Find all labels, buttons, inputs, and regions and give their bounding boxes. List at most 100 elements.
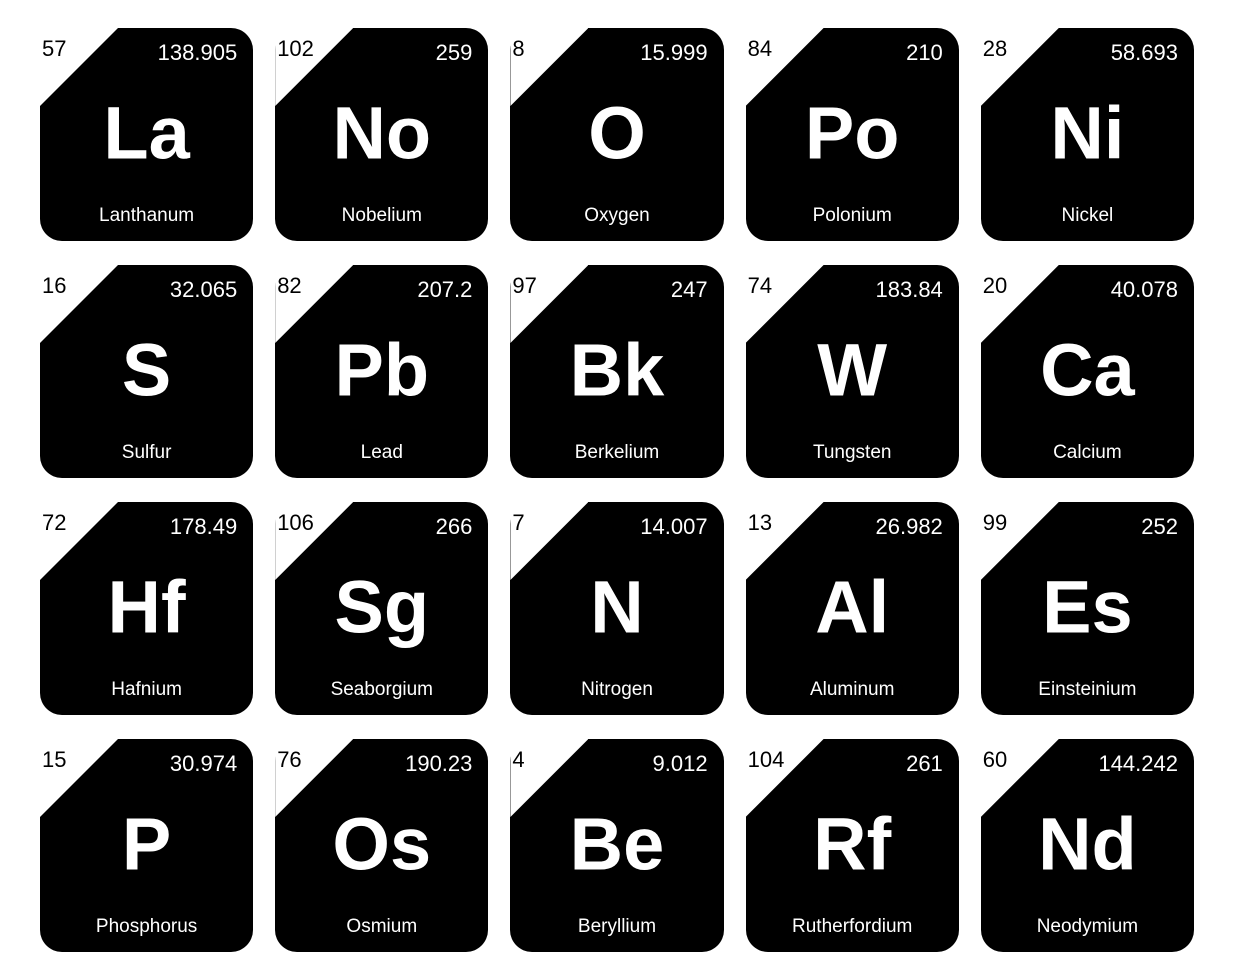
element-name: Polonium: [746, 205, 959, 227]
element-symbol: Be: [570, 807, 665, 881]
atomic-number: 4: [512, 747, 524, 773]
element-symbol: Os: [332, 807, 431, 881]
element-tile: 57 138.905 La Lanthanum: [40, 28, 253, 241]
element-name: Nitrogen: [510, 679, 723, 701]
element-name: Einsteinium: [981, 679, 1194, 701]
element-symbol: Hf: [108, 570, 186, 644]
element-symbol: Nd: [1038, 807, 1137, 881]
element-name: Tungsten: [746, 442, 959, 464]
atomic-mass: 207.2: [417, 277, 472, 303]
atomic-mass: 26.982: [876, 514, 943, 540]
element-name: Phosphorus: [40, 916, 253, 938]
atomic-number: 60: [983, 747, 1007, 773]
element-name: Oxygen: [510, 205, 723, 227]
atomic-number: 84: [748, 36, 772, 62]
element-name: Nickel: [981, 205, 1194, 227]
element-symbol: O: [588, 96, 646, 170]
atomic-number: 104: [748, 747, 785, 773]
element-tile: 16 32.065 S Sulfur: [40, 265, 253, 478]
element-name: Osmium: [275, 916, 488, 938]
element-name: Lanthanum: [40, 205, 253, 227]
element-grid: 57 138.905 La Lanthanum 102 259 No Nobelium 8 15.…: [40, 28, 1194, 952]
atomic-mass: 252: [1141, 514, 1178, 540]
element-tile: 97 247 Bk Berkelium: [510, 265, 723, 478]
element-name: Berkelium: [510, 442, 723, 464]
atomic-number: 7: [512, 510, 524, 536]
element-name: Nobelium: [275, 205, 488, 227]
element-tile: 28 58.693 Ni Nickel: [981, 28, 1194, 241]
element-tile: 7 14.007 N Nitrogen: [510, 502, 723, 715]
atomic-number: 82: [277, 273, 301, 299]
element-tile: 8 15.999 O Oxygen: [510, 28, 723, 241]
element-symbol: Es: [1042, 570, 1133, 644]
element-symbol: Ca: [1040, 333, 1135, 407]
element-tile: 82 207.2 Pb Lead: [275, 265, 488, 478]
atomic-mass: 40.078: [1111, 277, 1178, 303]
atomic-mass: 266: [436, 514, 473, 540]
element-symbol: S: [122, 333, 171, 407]
element-name: Neodymium: [981, 916, 1194, 938]
element-tile: 4 9.012 Be Beryllium: [510, 739, 723, 952]
atomic-number: 99: [983, 510, 1007, 536]
atomic-mass: 247: [671, 277, 708, 303]
element-symbol: Rf: [813, 807, 891, 881]
atomic-mass: 210: [906, 40, 943, 66]
element-name: Seaborgium: [275, 679, 488, 701]
atomic-number: 106: [277, 510, 314, 536]
element-symbol: No: [332, 96, 431, 170]
atomic-number: 8: [512, 36, 524, 62]
element-symbol: P: [122, 807, 171, 881]
element-name: Beryllium: [510, 916, 723, 938]
element-name: Hafnium: [40, 679, 253, 701]
element-tile: 72 178.49 Hf Hafnium: [40, 502, 253, 715]
element-tile: 102 259 No Nobelium: [275, 28, 488, 241]
atomic-mass: 259: [436, 40, 473, 66]
element-name: Calcium: [981, 442, 1194, 464]
atomic-mass: 15.999: [640, 40, 707, 66]
atomic-number: 57: [42, 36, 66, 62]
element-symbol: W: [817, 333, 887, 407]
element-tile: 15 30.974 P Phosphorus: [40, 739, 253, 952]
atomic-mass: 9.012: [653, 751, 708, 777]
element-tile: 20 40.078 Ca Calcium: [981, 265, 1194, 478]
atomic-mass: 30.974: [170, 751, 237, 777]
atomic-mass: 138.905: [158, 40, 238, 66]
element-tile: 84 210 Po Polonium: [746, 28, 959, 241]
element-tile: 104 261 Rf Rutherfordium: [746, 739, 959, 952]
element-tile: 74 183.84 W Tungsten: [746, 265, 959, 478]
element-symbol: Al: [815, 570, 889, 644]
atomic-number: 97: [512, 273, 536, 299]
atomic-mass: 183.84: [876, 277, 943, 303]
atomic-number: 15: [42, 747, 66, 773]
atomic-number: 72: [42, 510, 66, 536]
element-symbol: Po: [805, 96, 900, 170]
element-symbol: Ni: [1050, 96, 1124, 170]
element-name: Rutherfordium: [746, 916, 959, 938]
atomic-number: 13: [748, 510, 772, 536]
atomic-number: 20: [983, 273, 1007, 299]
atomic-mass: 144.242: [1098, 751, 1178, 777]
element-name: Sulfur: [40, 442, 253, 464]
atomic-number: 16: [42, 273, 66, 299]
element-tile: 99 252 Es Einsteinium: [981, 502, 1194, 715]
element-name: Lead: [275, 442, 488, 464]
atomic-mass: 58.693: [1111, 40, 1178, 66]
atomic-number: 102: [277, 36, 314, 62]
atomic-number: 28: [983, 36, 1007, 62]
element-symbol: Sg: [335, 570, 430, 644]
atomic-mass: 261: [906, 751, 943, 777]
atomic-mass: 190.23: [405, 751, 472, 777]
element-symbol: Bk: [570, 333, 665, 407]
element-tile: 106 266 Sg Seaborgium: [275, 502, 488, 715]
atomic-number: 74: [748, 273, 772, 299]
atomic-mass: 32.065: [170, 277, 237, 303]
element-tile: 13 26.982 Al Aluminum: [746, 502, 959, 715]
element-name: Aluminum: [746, 679, 959, 701]
atomic-number: 76: [277, 747, 301, 773]
element-symbol: La: [103, 96, 189, 170]
element-tile: 76 190.23 Os Osmium: [275, 739, 488, 952]
element-symbol: N: [590, 570, 643, 644]
atomic-mass: 14.007: [640, 514, 707, 540]
atomic-mass: 178.49: [170, 514, 237, 540]
element-symbol: Pb: [335, 333, 430, 407]
